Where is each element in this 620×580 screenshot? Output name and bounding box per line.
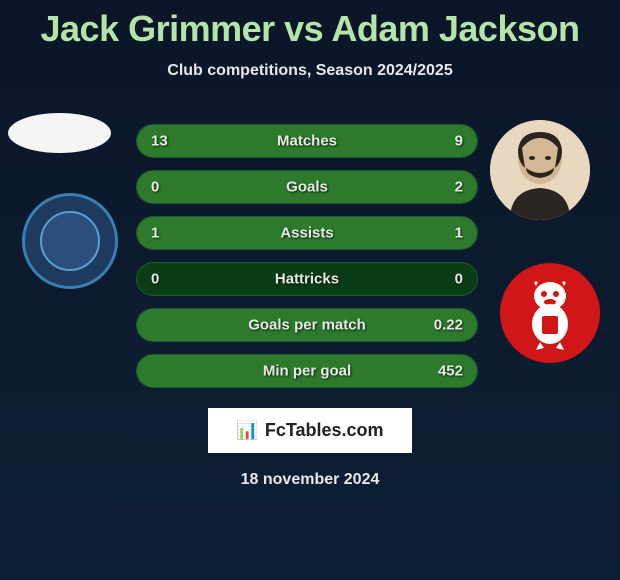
team-right-badge bbox=[500, 263, 600, 363]
brand-footer: 📊 FcTables.com bbox=[208, 408, 411, 453]
player-left-avatar bbox=[8, 113, 111, 153]
comparison-content: 139Matches 02Goals 11Assists 00Hattricks 0.2… bbox=[0, 108, 620, 388]
stat-label: Goals per match bbox=[137, 317, 477, 334]
stat-label: Assists bbox=[137, 225, 477, 242]
stat-bar: 452Min per goal bbox=[136, 354, 478, 388]
stat-label: Goals bbox=[137, 179, 477, 196]
team-left-badge bbox=[22, 193, 118, 289]
stat-bar: 139Matches bbox=[136, 124, 478, 158]
brand-name: FcTables.com bbox=[265, 420, 384, 441]
stat-label: Matches bbox=[137, 133, 477, 150]
footer-date: 18 november 2024 bbox=[241, 471, 380, 489]
comparison-title: Jack Grimmer vs Adam Jackson bbox=[41, 8, 580, 50]
stat-bars: 139Matches 02Goals 11Assists 00Hattricks 0.2… bbox=[136, 124, 478, 388]
brand-logo-icon: 📊 bbox=[236, 420, 258, 441]
comparison-subtitle: Club competitions, Season 2024/2025 bbox=[167, 62, 452, 80]
stat-bar: 0.22Goals per match bbox=[136, 308, 478, 342]
stat-bar: 02Goals bbox=[136, 170, 478, 204]
stat-bar: 11Assists bbox=[136, 216, 478, 250]
team-left-badge-inner bbox=[40, 211, 100, 271]
player-right-avatar bbox=[490, 120, 590, 220]
stat-label: Hattricks bbox=[137, 271, 477, 288]
stat-bar: 00Hattricks bbox=[136, 262, 478, 296]
stat-label: Min per goal bbox=[137, 363, 477, 380]
